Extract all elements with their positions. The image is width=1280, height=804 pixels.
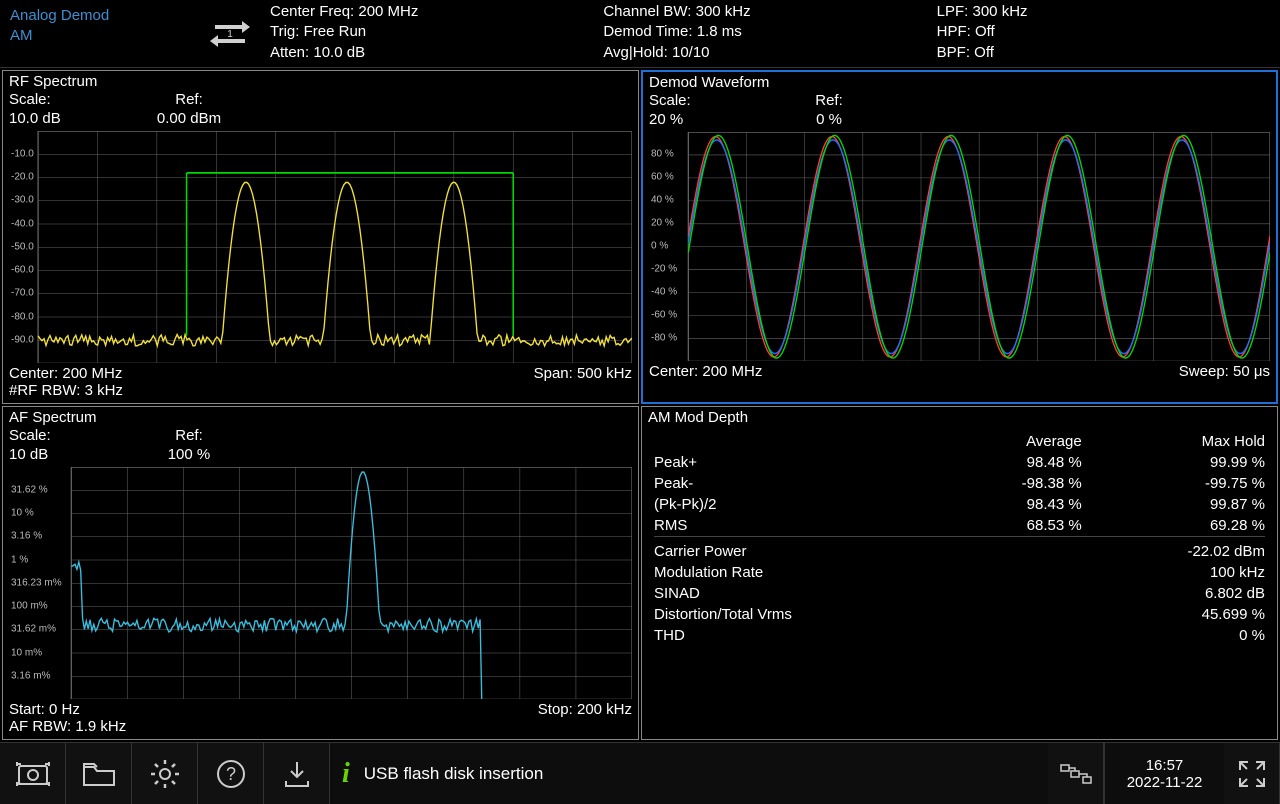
af-chart: 31.62 %10 %3.16 %1 %316.23 m%100 m%31.62… bbox=[9, 467, 632, 700]
atten: Atten: 10.0 dB bbox=[270, 43, 603, 63]
folder-button[interactable] bbox=[66, 743, 132, 804]
mod-row: Carrier Power-22.02 dBm bbox=[654, 537, 1265, 563]
free-run-icon[interactable]: 1 bbox=[200, 0, 260, 67]
svg-text:1: 1 bbox=[227, 29, 233, 40]
mod-title: AM Mod Depth bbox=[648, 409, 1271, 426]
af-start: Start: 0 Hz bbox=[9, 701, 80, 718]
mod-row: RMS68.53 %69.28 % bbox=[654, 515, 1265, 537]
demod-title: Demod Waveform bbox=[649, 74, 1270, 91]
mod-row: (Pk-Pk)/298.43 %99.87 % bbox=[654, 494, 1265, 515]
header: Analog Demod AM 1 Center Freq: 200 MHz T… bbox=[0, 0, 1280, 68]
bpf: BPF: Off bbox=[937, 43, 1270, 63]
mode-line1: Analog Demod bbox=[10, 6, 190, 26]
demod-sweep: Sweep: 50 μs bbox=[1179, 363, 1270, 380]
lpf: LPF: 300 kHz bbox=[937, 2, 1270, 22]
fullscreen-button[interactable] bbox=[1224, 743, 1280, 804]
rf-scale-label: Scale: bbox=[9, 91, 129, 110]
rf-center: Center: 200 MHz bbox=[9, 365, 122, 382]
date: 2022-11-22 bbox=[1127, 774, 1203, 791]
mod-row: Distortion/Total Vrms45.699 % bbox=[654, 604, 1265, 625]
demod-ref-value: 0 % bbox=[769, 111, 889, 130]
trig: Trig: Free Run bbox=[270, 22, 603, 42]
col-max: Max Hold bbox=[1082, 431, 1265, 452]
rf-ref-label: Ref: bbox=[129, 91, 249, 110]
channel-bw: Channel BW: 300 kHz bbox=[603, 2, 936, 22]
svg-text:?: ? bbox=[225, 764, 235, 784]
col-avg: Average bbox=[911, 431, 1082, 452]
rf-scale-value: 10.0 dB bbox=[9, 110, 129, 129]
af-title: AF Spectrum bbox=[9, 409, 632, 426]
rf-title: RF Spectrum bbox=[9, 73, 632, 90]
time: 16:57 bbox=[1146, 757, 1184, 774]
mod-row: Peak--98.38 %-99.75 % bbox=[654, 473, 1265, 494]
demod-scale-value: 20 % bbox=[649, 111, 769, 130]
rf-rbw: #RF RBW: 3 kHz bbox=[9, 382, 632, 399]
center-freq: Center Freq: 200 MHz bbox=[270, 2, 603, 22]
network-icon[interactable] bbox=[1048, 743, 1104, 804]
mode-indicator[interactable]: Analog Demod AM bbox=[0, 0, 200, 51]
demod-scale-label: Scale: bbox=[649, 92, 769, 111]
rf-spectrum-panel[interactable]: RF Spectrum Scale: 10.0 dB Ref: 0.00 dBm… bbox=[2, 70, 639, 404]
bottombar: ? i USB flash disk insertion 16:57 2022-… bbox=[0, 742, 1280, 804]
af-rbw: AF RBW: 1.9 kHz bbox=[9, 718, 632, 735]
status-text: USB flash disk insertion bbox=[364, 764, 544, 784]
mode-line2: AM bbox=[10, 26, 190, 46]
af-ref-value: 100 % bbox=[129, 446, 249, 465]
settings-button[interactable] bbox=[132, 743, 198, 804]
rf-span: Span: 500 kHz bbox=[534, 365, 632, 382]
mod-table: Average Max Hold Peak+98.48 %99.99 %Peak… bbox=[648, 427, 1271, 650]
help-button[interactable]: ? bbox=[198, 743, 264, 804]
status-message: i USB flash disk insertion bbox=[330, 743, 1048, 804]
mod-row: THD0 % bbox=[654, 625, 1265, 646]
screenshot-button[interactable] bbox=[0, 743, 66, 804]
rf-ref-value: 0.00 dBm bbox=[129, 110, 249, 129]
mod-row: Peak+98.48 %99.99 % bbox=[654, 452, 1265, 473]
header-settings[interactable]: Center Freq: 200 MHz Trig: Free Run Atte… bbox=[260, 0, 1280, 65]
hpf: HPF: Off bbox=[937, 22, 1270, 42]
af-scale-label: Scale: bbox=[9, 427, 129, 446]
demod-time: Demod Time: 1.8 ms bbox=[603, 22, 936, 42]
download-button[interactable] bbox=[264, 743, 330, 804]
demod-chart: 80 %60 %40 %20 %0 %-20 %-40 %-60 %-80 % bbox=[649, 132, 1270, 362]
clock[interactable]: 16:57 2022-11-22 bbox=[1104, 743, 1224, 804]
demod-ref-label: Ref: bbox=[769, 92, 889, 111]
mod-depth-panel[interactable]: AM Mod Depth Average Max Hold Peak+98.48… bbox=[641, 406, 1278, 740]
main-grid: RF Spectrum Scale: 10.0 dB Ref: 0.00 dBm… bbox=[0, 68, 1280, 742]
mod-row: Modulation Rate100 kHz bbox=[654, 562, 1265, 583]
mod-row: SINAD6.802 dB bbox=[654, 583, 1265, 604]
avg-hold: Avg|Hold: 10/10 bbox=[603, 43, 936, 63]
af-spectrum-panel[interactable]: AF Spectrum Scale: 10 dB Ref: 100 % 31.6… bbox=[2, 406, 639, 740]
rf-chart: -10.0-20.0-30.0-40.0-50.0-60.0-70.0-80.0… bbox=[9, 131, 632, 364]
demod-panel[interactable]: Demod Waveform Scale: 20 % Ref: 0 % 80 %… bbox=[641, 70, 1278, 404]
demod-center: Center: 200 MHz bbox=[649, 363, 762, 380]
info-icon: i bbox=[342, 758, 350, 790]
af-ref-label: Ref: bbox=[129, 427, 249, 446]
af-scale-value: 10 dB bbox=[9, 446, 129, 465]
af-stop: Stop: 200 kHz bbox=[538, 701, 632, 718]
